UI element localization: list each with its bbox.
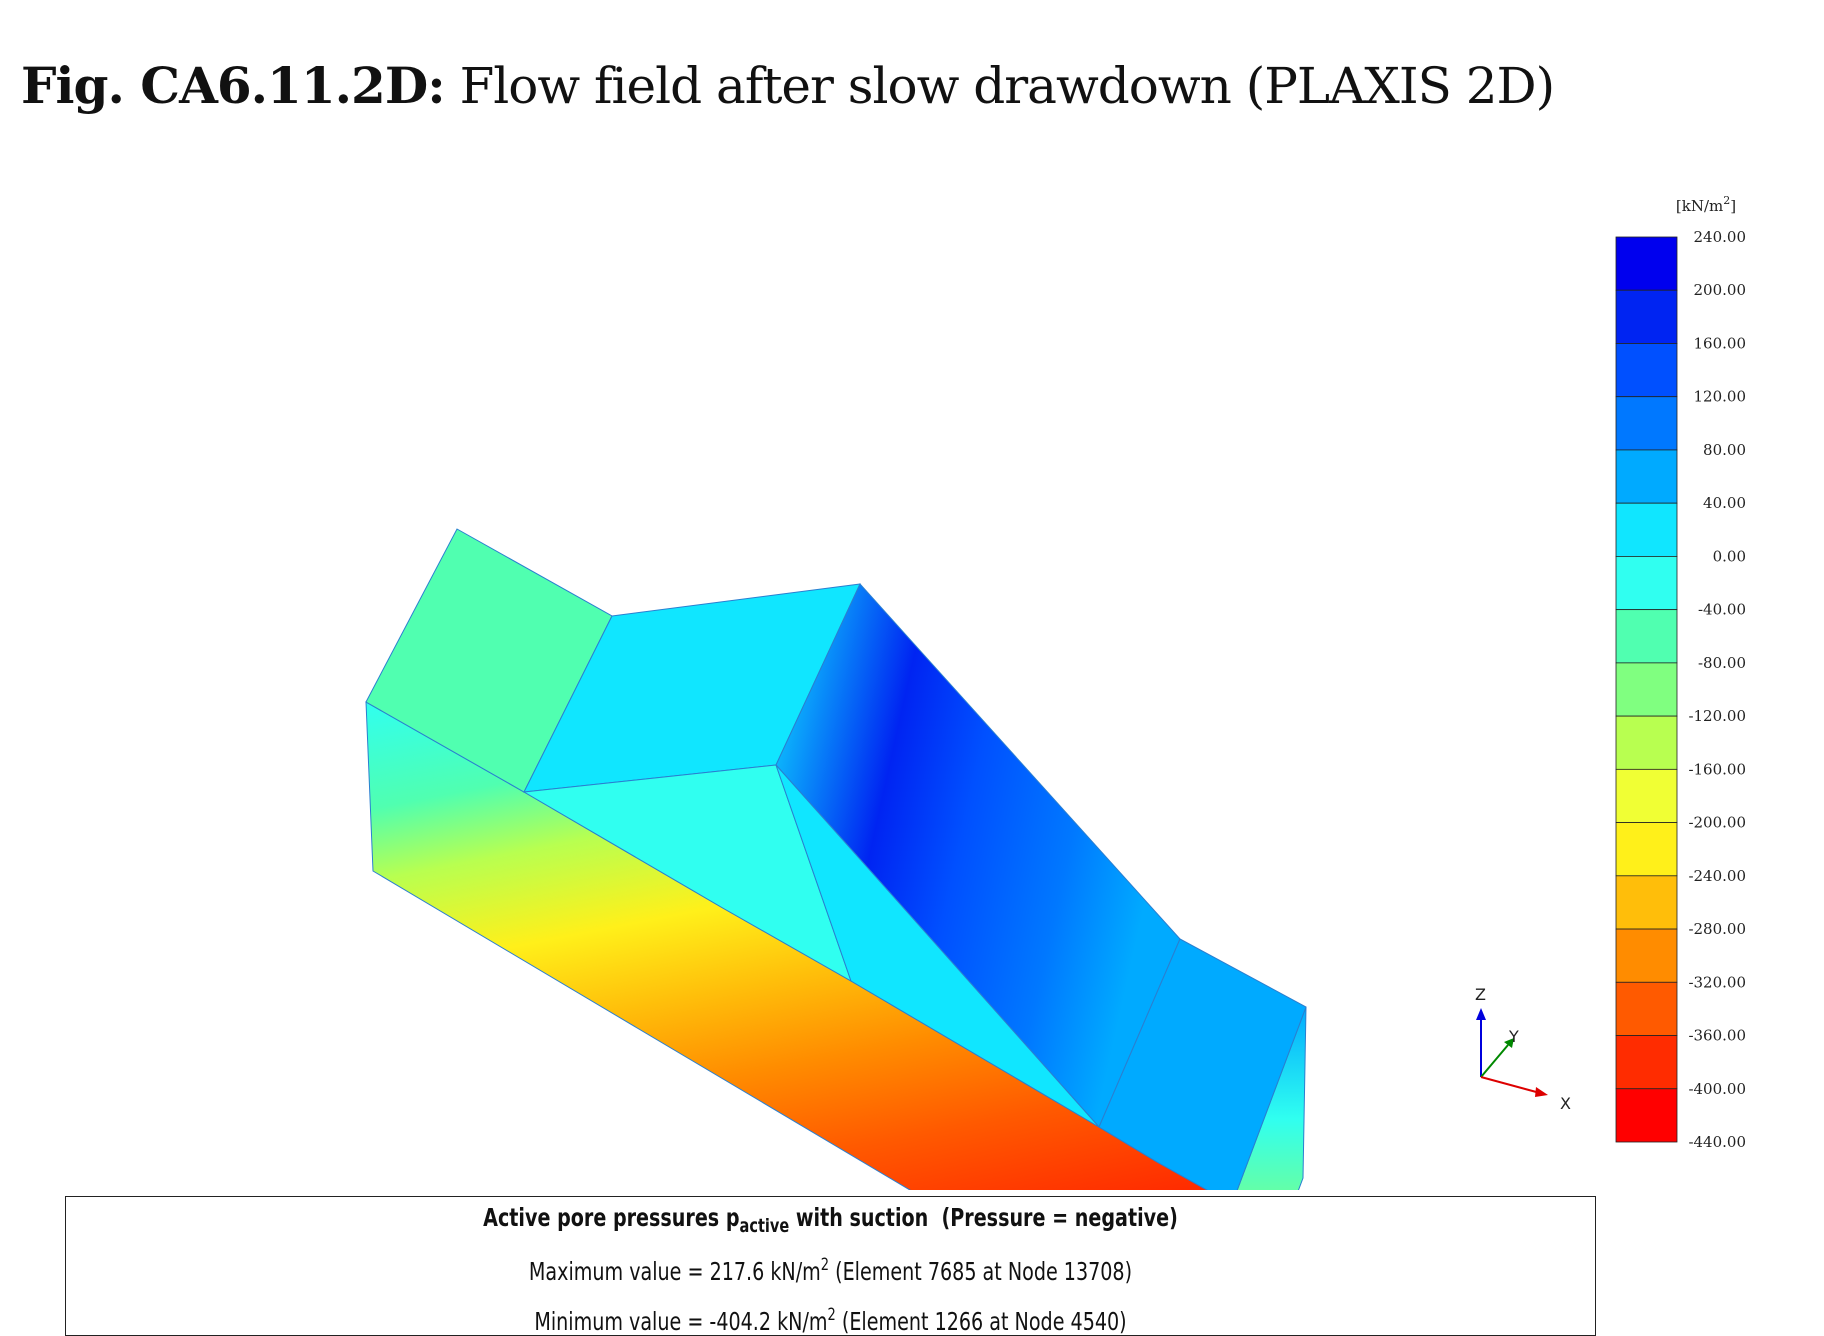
colorbar-tick-label: 40.00 <box>1703 494 1746 512</box>
colorbar-band <box>1615 981 1678 1036</box>
model-top-slope-lower <box>775 764 1100 1128</box>
plot-area: 240.00 200.00 160.00 120.00 80.00 40.00 0.00 -4… <box>365 194 1747 1190</box>
colorbar-band <box>1615 875 1678 930</box>
colorbar-tick-label: -360.00 <box>1688 1027 1746 1045</box>
colorbar-tick-label: -200.00 <box>1688 814 1746 832</box>
colorbar-tick-label: -440.00 <box>1688 1133 1746 1151</box>
x-arrow-head <box>1535 1087 1548 1097</box>
colorbar-band <box>1615 662 1678 717</box>
colorbar-band <box>1615 343 1678 398</box>
colorbar-band <box>1615 502 1678 557</box>
figure-caption: Flow field after slow drawdown (PLAXIS 2… <box>459 57 1556 115</box>
colorbar-band <box>1615 449 1678 504</box>
colorbar-band <box>1615 822 1678 877</box>
colorbar-tick-label: -400.00 <box>1688 1080 1746 1098</box>
colorbar-tick-label: 80.00 <box>1703 441 1746 459</box>
colorbar-band <box>1615 289 1678 344</box>
maximum-value: Maximum value = 217.6 kN/m2 (Element 768… <box>528 1255 1133 1286</box>
colorbar-tick-label: 0.00 <box>1713 547 1746 565</box>
figure-number: Fig. CA6.11.2D: <box>21 56 446 115</box>
colorbar-band <box>1615 396 1678 451</box>
axes-triad: Z Y X <box>1475 985 1571 1113</box>
result-info-box: Active pore pressures pactive with sucti… <box>65 1196 1596 1336</box>
y-axis-label: Y <box>1508 1027 1519 1046</box>
colorbar-band <box>1615 928 1678 983</box>
model-top-right-block <box>1098 938 1307 1190</box>
colorbar-tick-label: 160.00 <box>1694 334 1747 352</box>
z-arrow-head <box>1476 1008 1486 1020</box>
y-arrow-head <box>1504 1038 1514 1048</box>
colorbar: 240.00 200.00 160.00 120.00 80.00 40.00 0.00 -4… <box>1615 228 1747 1151</box>
colorbar-band <box>1615 556 1678 611</box>
colorbar-tick-label: -40.00 <box>1698 601 1746 619</box>
colorbar-band <box>1615 609 1678 664</box>
minimum-value: Minimum value = -404.2 kN/m2 (Element 12… <box>534 1305 1127 1336</box>
colorbar-tick-label: -280.00 <box>1688 920 1746 938</box>
colorbar-band <box>1615 1088 1678 1143</box>
colorbar-tick-label: -320.00 <box>1688 973 1746 991</box>
result-heading: Active pore pressures pactive with sucti… <box>483 1203 1178 1237</box>
colorbar-tick-label: 120.00 <box>1694 388 1747 406</box>
figure-title: Fig. CA6.11.2D: Flow field after slow dr… <box>21 56 1556 115</box>
colorbar-unit: [kN/m2] <box>1676 194 1736 215</box>
colorbar-tick-label: -160.00 <box>1688 760 1746 778</box>
x-axis-label: X <box>1560 1094 1571 1113</box>
colorbar-tick-label: 200.00 <box>1694 281 1747 299</box>
colorbar-band <box>1615 236 1678 291</box>
z-axis-label: Z <box>1475 985 1486 1004</box>
colorbar-tick-label: -120.00 <box>1688 707 1746 725</box>
colorbar-tick-label: 240.00 <box>1694 228 1747 246</box>
colorbar-tick-label: -80.00 <box>1698 654 1746 672</box>
colorbar-band <box>1615 715 1678 770</box>
colorbar-band <box>1615 1035 1678 1090</box>
y-axis-arrow <box>1480 1044 1509 1078</box>
x-axis-arrow <box>1480 1076 1541 1094</box>
colorbar-tick-label: -240.00 <box>1688 867 1746 885</box>
colorbar-band <box>1615 768 1678 823</box>
